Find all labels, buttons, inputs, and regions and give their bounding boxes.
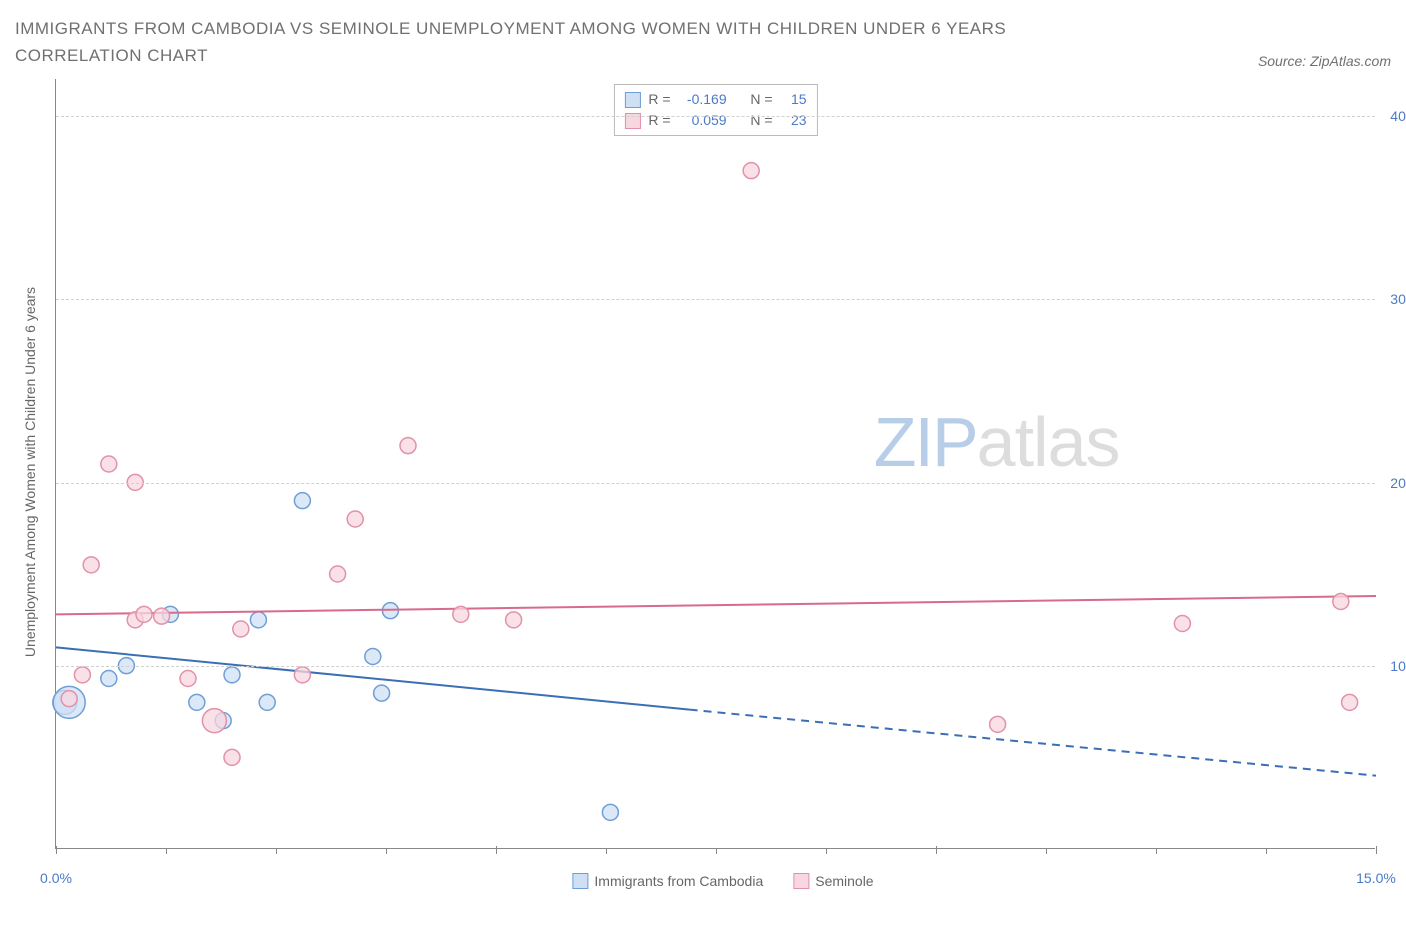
chart-title: IMMIGRANTS FROM CAMBODIA VS SEMINOLE UNE…: [15, 15, 1115, 69]
point-seminole: [506, 612, 522, 628]
x-tick-label: 15.0%: [1356, 870, 1396, 886]
y-tick-label: 40.0%: [1390, 108, 1406, 124]
grid-line: [56, 483, 1375, 484]
chart-container: IMMIGRANTS FROM CAMBODIA VS SEMINOLE UNE…: [15, 15, 1391, 915]
r-label: R =: [648, 89, 670, 110]
n-value-seminole: 23: [781, 110, 807, 131]
y-tick-label: 30.0%: [1390, 291, 1406, 307]
point-cambodia: [602, 805, 618, 821]
point-seminole: [294, 667, 310, 683]
x-minor-tick: [826, 848, 827, 854]
legend-item-cambodia: Immigrants from Cambodia: [572, 873, 763, 889]
bottom-legend: Immigrants from Cambodia Seminole: [572, 873, 873, 889]
grid-line: [56, 299, 1375, 300]
x-minor-tick: [606, 848, 607, 854]
x-minor-tick: [1046, 848, 1047, 854]
point-cambodia: [294, 493, 310, 509]
grid-line: [56, 116, 1375, 117]
point-cambodia: [365, 649, 381, 665]
point-seminole: [136, 607, 152, 623]
chart-header: IMMIGRANTS FROM CAMBODIA VS SEMINOLE UNE…: [15, 15, 1391, 69]
trend-line-seminole: [56, 596, 1376, 614]
y-axis-label: Unemployment Among Women with Children U…: [22, 287, 38, 657]
x-minor-tick: [166, 848, 167, 854]
point-seminole: [400, 438, 416, 454]
x-minor-tick: [1156, 848, 1157, 854]
plot-svg: [56, 79, 1375, 848]
stats-row-seminole: R = 0.059 N = 23: [624, 110, 806, 131]
point-seminole: [202, 709, 226, 733]
legend-label-cambodia: Immigrants from Cambodia: [594, 873, 763, 889]
x-minor-tick: [716, 848, 717, 854]
r-value-cambodia: -0.169: [679, 89, 727, 110]
swatch-cambodia: [624, 92, 640, 108]
x-tick: [496, 846, 497, 854]
r-value-seminole: 0.059: [679, 110, 727, 131]
x-tick-label: 0.0%: [40, 870, 72, 886]
n-label: N =: [750, 89, 772, 110]
x-minor-tick: [276, 848, 277, 854]
x-tick: [936, 846, 937, 854]
plot-area: ZIPatlas R =-0.169 N =15R =0.059 N =23 1…: [55, 79, 1375, 849]
point-seminole: [83, 557, 99, 573]
point-seminole: [61, 691, 77, 707]
chart-source: Source: ZipAtlas.com: [1258, 53, 1391, 69]
x-minor-tick: [386, 848, 387, 854]
point-cambodia: [101, 671, 117, 687]
point-cambodia: [374, 686, 390, 702]
point-seminole: [74, 667, 90, 683]
stats-row-cambodia: R = -0.169 N = 15: [624, 89, 806, 110]
trend-line-ext-cambodia: [690, 710, 1376, 776]
point-seminole: [233, 621, 249, 637]
point-cambodia: [250, 612, 266, 628]
r-label: R =: [648, 110, 670, 131]
point-seminole: [154, 609, 170, 625]
legend-label-seminole: Seminole: [815, 873, 873, 889]
point-seminole: [990, 717, 1006, 733]
x-minor-tick: [1266, 848, 1267, 854]
point-seminole: [224, 750, 240, 766]
point-cambodia: [189, 695, 205, 711]
x-tick: [1376, 846, 1377, 854]
point-seminole: [1333, 594, 1349, 610]
swatch-cambodia: [572, 873, 588, 889]
point-seminole: [1342, 695, 1358, 711]
x-tick: [56, 846, 57, 854]
y-tick-label: 20.0%: [1390, 475, 1406, 491]
point-seminole: [453, 607, 469, 623]
point-seminole: [330, 566, 346, 582]
stats-legend-box: R = -0.169 N = 15 R = 0.059 N = 23: [613, 84, 817, 136]
point-seminole: [347, 511, 363, 527]
grid-line: [56, 666, 1375, 667]
point-seminole: [101, 456, 117, 472]
point-seminole: [1174, 616, 1190, 632]
swatch-seminole: [793, 873, 809, 889]
legend-item-seminole: Seminole: [793, 873, 873, 889]
point-cambodia: [259, 695, 275, 711]
y-tick-label: 10.0%: [1390, 658, 1406, 674]
n-value-cambodia: 15: [781, 89, 807, 110]
point-seminole: [180, 671, 196, 687]
n-label: N =: [750, 110, 772, 131]
point-seminole: [743, 163, 759, 179]
point-cambodia: [224, 667, 240, 683]
plot-wrapper: Unemployment Among Women with Children U…: [55, 79, 1391, 849]
